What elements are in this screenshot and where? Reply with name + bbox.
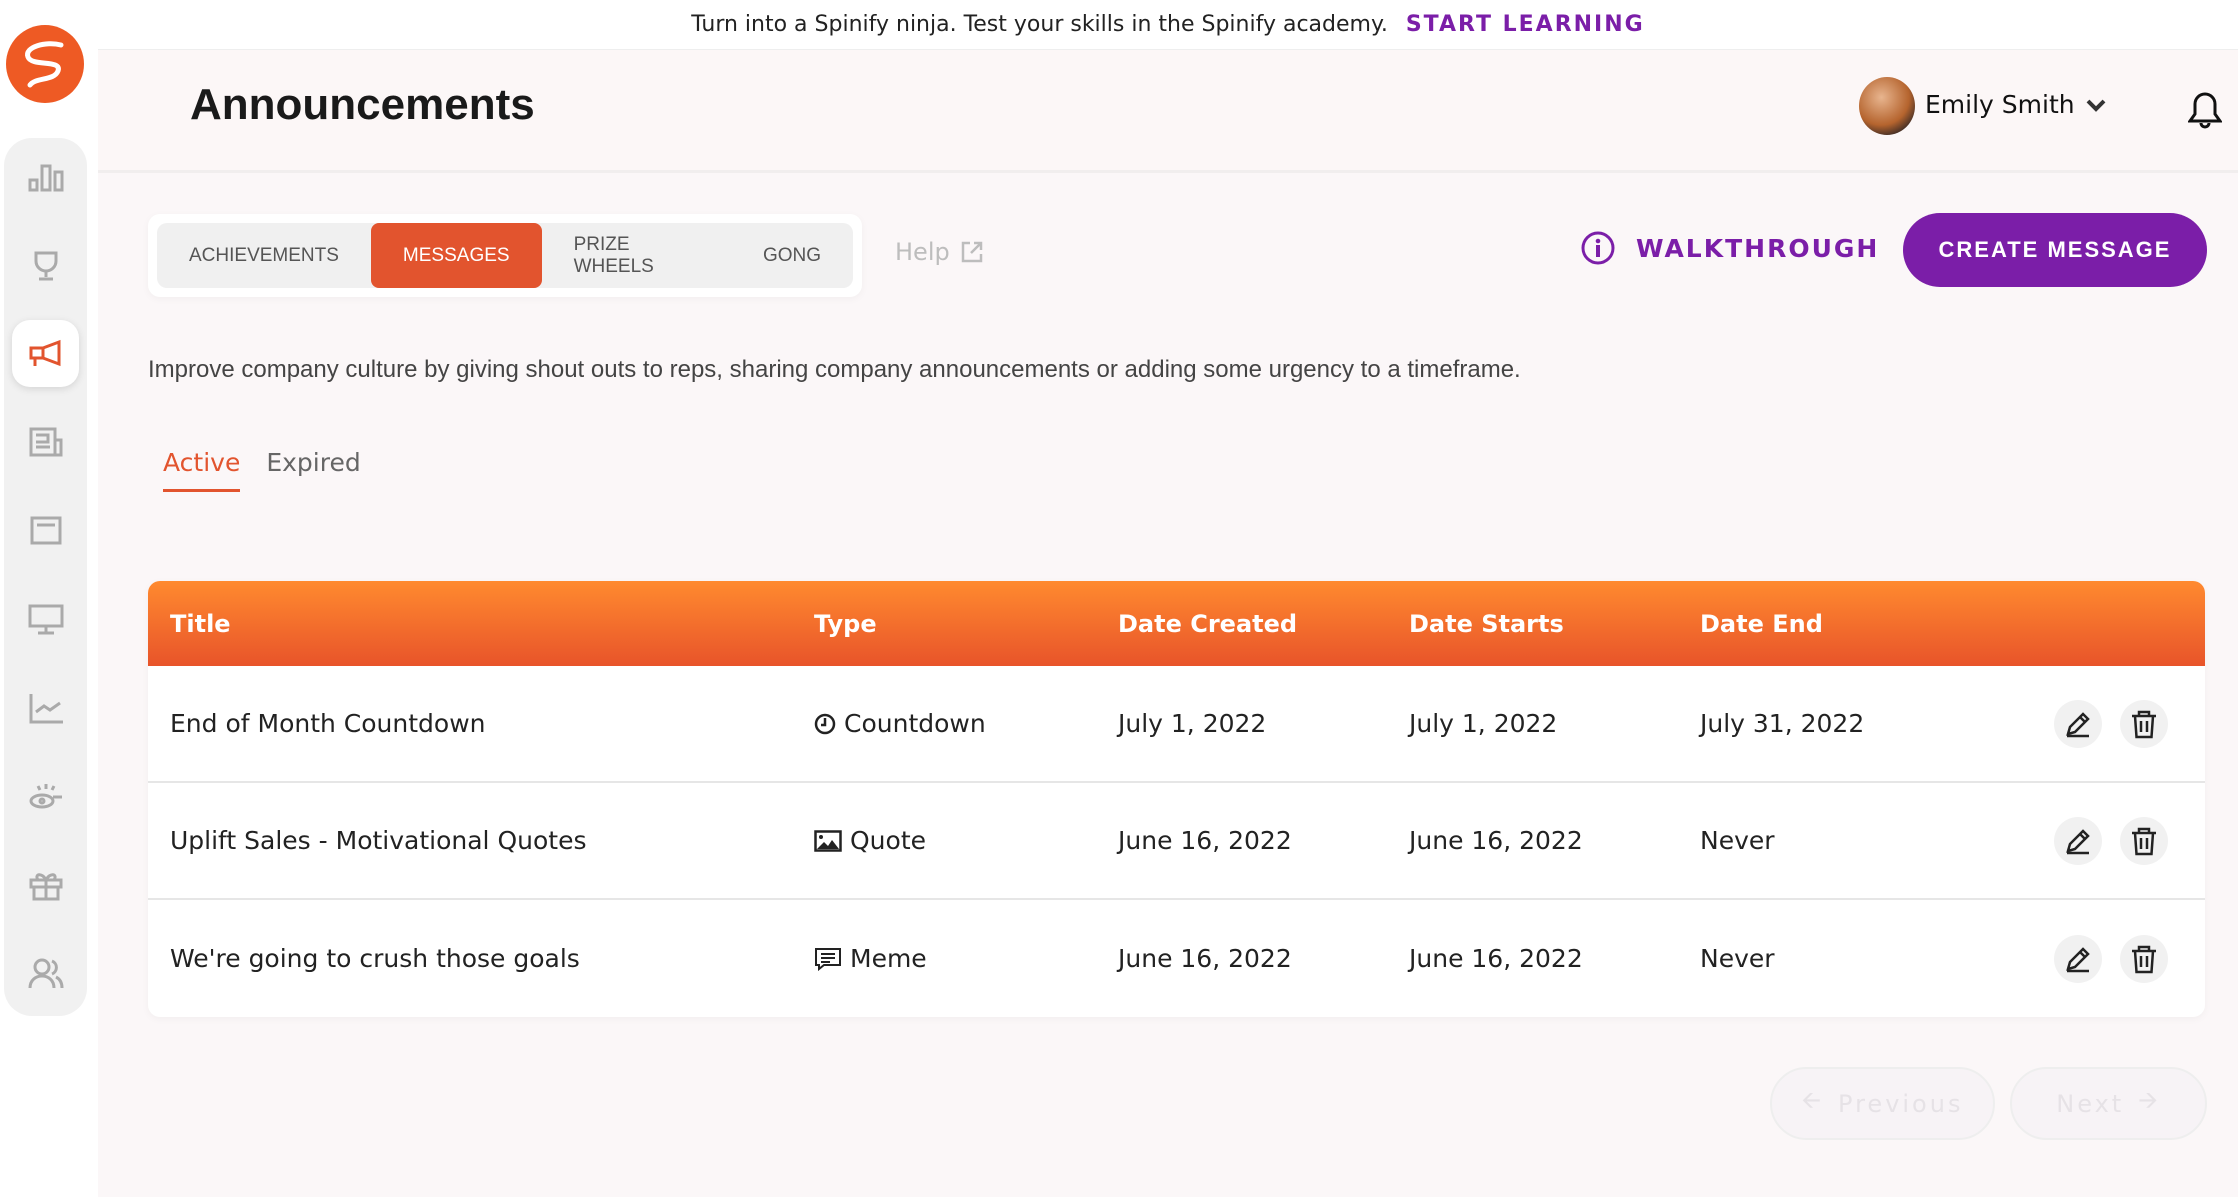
page-description: Improve company culture by giving shout … bbox=[148, 356, 1521, 383]
trash-icon[interactable] bbox=[2120, 934, 2168, 983]
row-date-created: July 1, 2022 bbox=[1118, 709, 1267, 738]
row-date-created: June 16, 2022 bbox=[1118, 944, 1292, 973]
table-row[interactable]: Uplift Sales - Motivational Quotes Quote… bbox=[148, 783, 2205, 900]
comment-icon bbox=[815, 947, 841, 971]
rewards-icon[interactable] bbox=[12, 851, 79, 918]
tab-messages[interactable]: MESSAGES bbox=[370, 223, 542, 288]
trash-icon[interactable] bbox=[2120, 816, 2168, 865]
edit-icon[interactable] bbox=[2054, 699, 2102, 748]
coaching-icon[interactable] bbox=[12, 762, 79, 829]
user-menu[interactable]: Emily Smith bbox=[1925, 90, 2107, 119]
tab-expired[interactable]: Expired bbox=[266, 448, 361, 477]
bell-icon[interactable] bbox=[2188, 90, 2222, 130]
chevron-down-icon bbox=[2086, 99, 2106, 112]
table-header: Title Type Date Created Date Starts Date… bbox=[148, 581, 2205, 666]
status-tabs: Active Expired bbox=[163, 448, 361, 492]
row-title: Uplift Sales - Motivational Quotes bbox=[170, 826, 587, 855]
column-type[interactable]: Type bbox=[814, 609, 877, 638]
sidebar-nav bbox=[4, 138, 87, 1016]
row-date-end: July 31, 2022 bbox=[1700, 709, 1865, 738]
row-date-starts: June 16, 2022 bbox=[1409, 826, 1583, 855]
previous-button[interactable]: 🡨 Previous bbox=[1770, 1067, 1995, 1140]
next-button[interactable]: Next 🡪 bbox=[2010, 1067, 2207, 1140]
create-message-button[interactable]: CREATE MESSAGE bbox=[1903, 213, 2207, 287]
tv-icon[interactable] bbox=[12, 497, 79, 564]
competitions-icon[interactable] bbox=[12, 231, 79, 298]
arrow-right-icon: 🡪 bbox=[2138, 1086, 2161, 1114]
banner-text: Turn into a Spinify ninja. Test your ski… bbox=[691, 12, 1388, 37]
spinify-logo[interactable] bbox=[6, 25, 84, 103]
tab-active[interactable]: Active bbox=[163, 448, 241, 492]
previous-label: Previous bbox=[1838, 1089, 1964, 1118]
reports-icon[interactable] bbox=[12, 674, 79, 741]
row-type: Meme bbox=[850, 944, 927, 973]
edit-icon[interactable] bbox=[2054, 816, 2102, 865]
promo-banner: Turn into a Spinify ninja. Test your ski… bbox=[98, 0, 2238, 50]
tab-gong[interactable]: GONG bbox=[762, 244, 821, 266]
row-title: End of Month Countdown bbox=[170, 709, 486, 738]
column-title[interactable]: Title bbox=[170, 609, 231, 638]
category-tabs: ACHIEVEMENTS MESSAGES PRIZE WHEELS GONG bbox=[148, 214, 862, 297]
table-row[interactable]: We're going to crush those goals Meme Ju… bbox=[148, 900, 2205, 1017]
trash-icon[interactable] bbox=[2120, 699, 2168, 748]
row-date-starts: June 16, 2022 bbox=[1409, 944, 1583, 973]
monitor-icon[interactable] bbox=[12, 585, 79, 652]
walkthrough-button[interactable]: WALKTHROUGH bbox=[1580, 230, 1879, 266]
row-type: Quote bbox=[850, 826, 927, 855]
avatar[interactable] bbox=[1859, 77, 1915, 135]
row-date-end: Never bbox=[1700, 826, 1775, 855]
page-header: Announcements Emily Smith bbox=[98, 50, 2238, 173]
news-icon[interactable] bbox=[12, 408, 79, 475]
row-title: We're going to crush those goals bbox=[170, 944, 580, 973]
column-date-created[interactable]: Date Created bbox=[1118, 609, 1298, 638]
row-date-starts: July 1, 2022 bbox=[1409, 709, 1558, 738]
help-link[interactable]: Help bbox=[895, 238, 984, 266]
start-learning-link[interactable]: START LEARNING bbox=[1405, 12, 1645, 37]
tab-achievements[interactable]: ACHIEVEMENTS bbox=[189, 244, 339, 266]
row-date-created: June 16, 2022 bbox=[1118, 826, 1292, 855]
messages-table: Title Type Date Created Date Starts Date… bbox=[148, 581, 2205, 1017]
row-date-end: Never bbox=[1700, 944, 1775, 973]
leaderboards-icon[interactable] bbox=[12, 143, 79, 210]
sidebar bbox=[0, 0, 98, 1197]
announcements-icon[interactable] bbox=[12, 320, 79, 387]
next-label: Next bbox=[2056, 1089, 2125, 1118]
column-date-end[interactable]: Date End bbox=[1700, 609, 1823, 638]
users-icon[interactable] bbox=[12, 939, 79, 1006]
help-label: Help bbox=[895, 238, 950, 266]
image-icon bbox=[814, 829, 842, 852]
table-row[interactable]: End of Month Countdown Countdown July 1,… bbox=[148, 666, 2205, 783]
edit-icon[interactable] bbox=[2054, 934, 2102, 983]
external-link-icon bbox=[961, 241, 982, 263]
page-title: Announcements bbox=[190, 80, 535, 129]
tab-prize-wheels[interactable]: PRIZE WHEELS bbox=[573, 233, 654, 277]
arrow-left-icon: 🡨 bbox=[1801, 1086, 1825, 1114]
row-type: Countdown bbox=[844, 709, 986, 738]
walkthrough-label: WALKTHROUGH bbox=[1636, 233, 1880, 263]
info-icon bbox=[1581, 231, 1615, 265]
column-date-starts[interactable]: Date Starts bbox=[1409, 609, 1564, 638]
user-name: Emily Smith bbox=[1925, 90, 2075, 119]
clock-icon bbox=[814, 713, 836, 734]
